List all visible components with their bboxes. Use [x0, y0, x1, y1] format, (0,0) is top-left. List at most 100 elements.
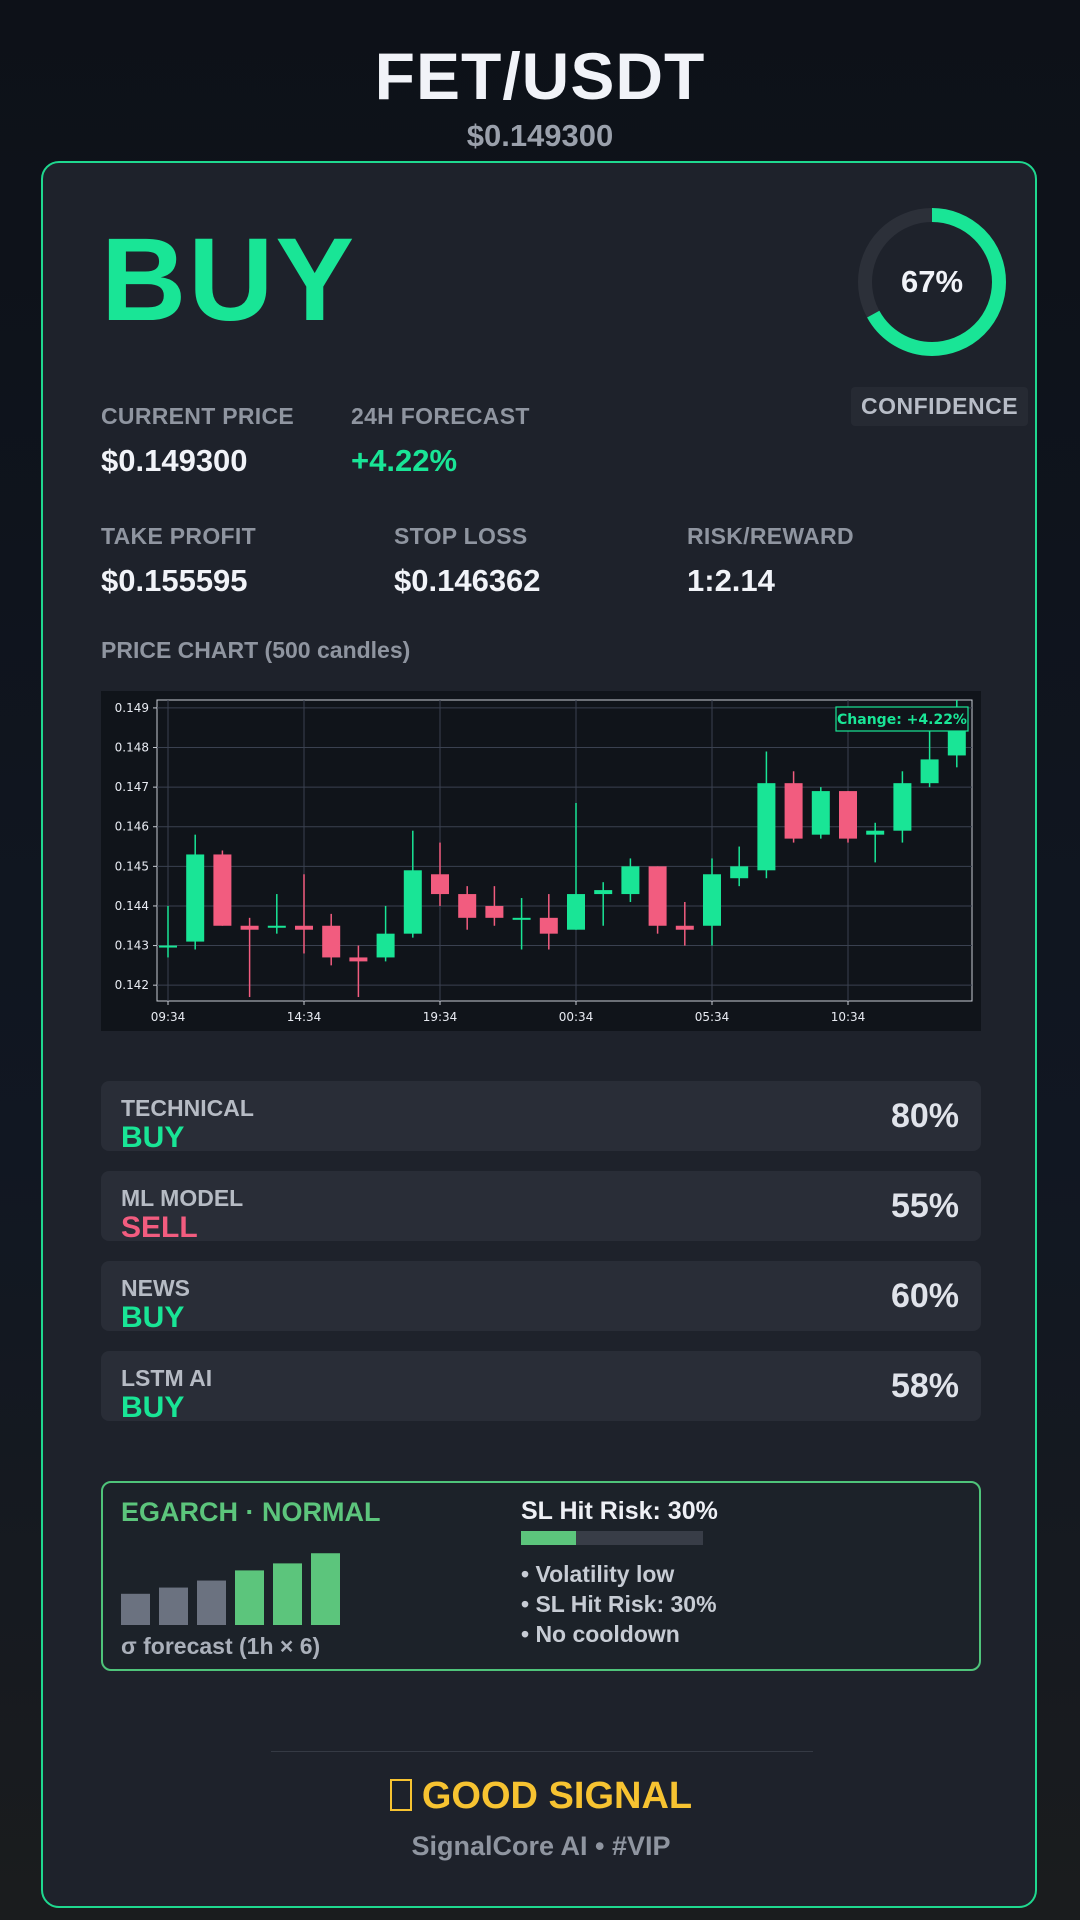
y-tick-label: 0.148 — [115, 741, 149, 755]
candle-body — [893, 783, 912, 831]
candle-body — [431, 874, 449, 895]
candle-body — [539, 917, 558, 934]
sigma-bar — [197, 1580, 226, 1625]
source-signal: BUY — [121, 1391, 185, 1424]
candle — [376, 905, 395, 962]
current-price-value: $0.149300 — [101, 443, 248, 478]
candle — [866, 822, 885, 863]
forecast-value: +4.22% — [351, 443, 458, 478]
note-item: • No cooldown — [521, 1621, 680, 1647]
candle — [213, 850, 232, 926]
candle-body — [675, 925, 694, 930]
change-annotation-text: Change: +4.22% — [837, 712, 967, 728]
candle — [621, 858, 640, 902]
candle-body — [267, 925, 286, 928]
source-signal: BUY — [121, 1121, 185, 1154]
source-row: TECHNICAL BUY 80% — [101, 1081, 981, 1154]
source-confidence: 55% — [890, 1187, 959, 1225]
candle — [458, 886, 477, 930]
source-name: ML MODEL — [121, 1185, 244, 1211]
candle-body — [811, 791, 830, 835]
risk-reward-label: RISK/REWARD — [687, 523, 854, 549]
candle — [648, 866, 667, 934]
candle-body — [567, 894, 585, 930]
sl-risk-fill — [521, 1531, 576, 1545]
signal-label: BUY — [101, 214, 357, 346]
candle — [675, 901, 694, 946]
candle-body — [240, 925, 259, 930]
candle-body — [648, 866, 667, 926]
stop-loss-label: STOP LOSS — [394, 523, 528, 549]
check-icon — [389, 1779, 412, 1811]
y-tick-label: 0.145 — [115, 859, 149, 873]
sigma-bar — [235, 1570, 264, 1625]
y-tick-label: 0.144 — [115, 899, 149, 913]
volatility-notes: • Volatility low • SL Hit Risk: 30% • No… — [521, 1559, 717, 1649]
candle-body — [512, 917, 531, 920]
candle — [186, 834, 205, 950]
candle — [893, 771, 912, 843]
candle-body — [376, 933, 395, 958]
sigma-bar — [273, 1563, 302, 1625]
source-row: LSTM AI BUY 58% — [101, 1351, 981, 1424]
forecast-label: 24H FORECAST — [351, 403, 530, 429]
note-item: • SL Hit Risk: 30% — [521, 1591, 717, 1617]
candle — [349, 945, 368, 998]
candle — [267, 894, 286, 934]
candle-body — [839, 791, 857, 839]
source-name: LSTM AI — [121, 1365, 213, 1391]
candle — [594, 882, 613, 926]
source-confidence: 80% — [890, 1097, 959, 1135]
verdict: GOOD SIGNAL — [43, 1775, 1039, 1818]
candle — [811, 787, 830, 839]
x-tick-label: 14:34 — [287, 1010, 322, 1024]
candle-body — [920, 759, 939, 784]
chart-title: PRICE CHART (500 candles) — [101, 637, 411, 663]
volatility-panel: EGARCH · NORMAL σ forecast (1h × 6) SL H… — [101, 1481, 981, 1671]
sigma-bar — [311, 1553, 340, 1625]
source-confidence: 60% — [890, 1277, 959, 1315]
candle-body — [866, 830, 885, 835]
candle — [757, 751, 776, 879]
candle — [403, 830, 422, 938]
verdict-text: GOOD SIGNAL — [421, 1775, 693, 1817]
candle — [159, 905, 177, 958]
x-tick-label: 10:34 — [831, 1010, 866, 1024]
candle — [322, 913, 341, 966]
price-chart: 0.142 0.143 0.144 0.145 0.146 0.147 0.148 0.149… — [101, 691, 981, 1031]
candle — [485, 886, 504, 926]
footer-divider — [271, 1751, 813, 1752]
stop-loss-value: $0.146362 — [394, 563, 541, 598]
sl-risk-bar — [521, 1531, 703, 1545]
source-confidence: 58% — [890, 1367, 959, 1405]
candle — [295, 874, 313, 954]
take-profit-value: $0.155595 — [101, 563, 248, 598]
candle-body — [458, 894, 477, 918]
candle — [512, 898, 531, 950]
risk-reward-value: 1:2.14 — [687, 563, 775, 598]
candle-body — [159, 945, 177, 948]
sl-risk-title: SL Hit Risk: 30% — [521, 1497, 718, 1525]
candle-body — [784, 783, 803, 839]
x-tick-label: 00:34 — [559, 1010, 594, 1024]
gauge-arc — [858, 208, 1006, 356]
y-tick-label: 0.142 — [115, 978, 149, 992]
volatility-title: EGARCH · NORMAL — [121, 1497, 381, 1527]
note-item: • Volatility low — [521, 1561, 675, 1587]
candle — [703, 858, 721, 946]
sigma-forecast-bars — [121, 1553, 340, 1625]
candle — [539, 894, 558, 950]
change-annotation-box — [835, 706, 969, 732]
source-name: TECHNICAL — [121, 1095, 254, 1121]
candle-body — [403, 870, 422, 934]
candle-body — [213, 854, 232, 926]
brand-line: SignalCore AI • #VIP — [411, 1831, 671, 1861]
candle — [431, 842, 449, 906]
confidence-gauge — [858, 208, 1006, 356]
confidence-label: CONFIDENCE — [851, 387, 1029, 426]
sigma-bar — [121, 1593, 150, 1625]
sigma-caption: σ forecast (1h × 6) — [121, 1633, 321, 1659]
candle-body — [730, 866, 749, 879]
candle — [730, 846, 749, 887]
x-tick-label: 09:34 — [151, 1010, 186, 1024]
